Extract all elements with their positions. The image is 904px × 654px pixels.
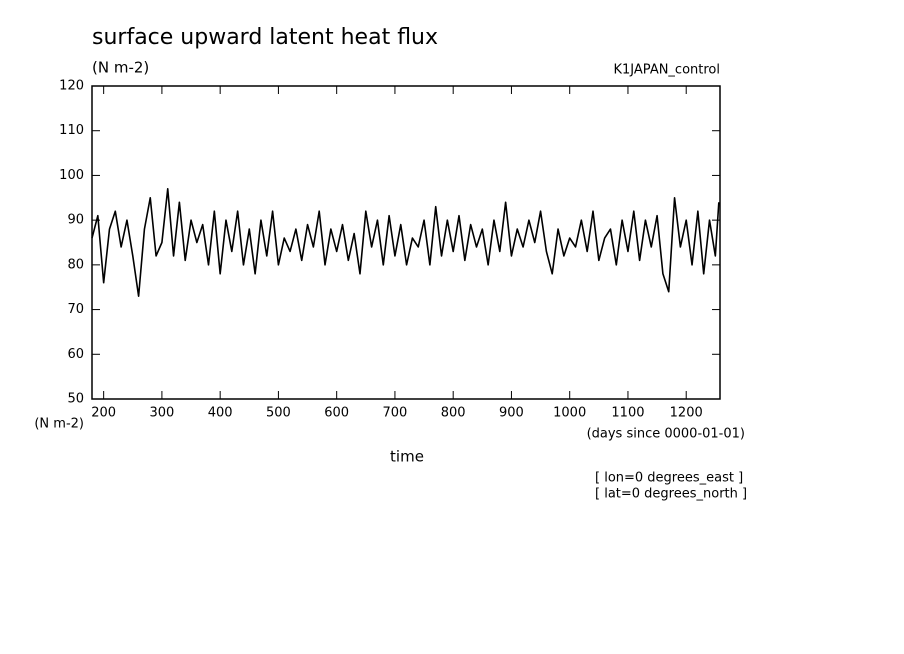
x-tick-label: 200	[91, 406, 116, 421]
x-tick-label: 700	[383, 406, 408, 421]
y-tick-label: 100	[59, 168, 84, 183]
annotation: K1JAPAN_control	[614, 63, 720, 78]
x-axis-label: time	[390, 448, 424, 466]
x-tick-label: 300	[149, 406, 174, 421]
x-units: (days since 0000-01-01)	[587, 427, 745, 442]
x-tick-label: 1000	[553, 406, 586, 421]
chart-title: surface upward latent heat flux	[92, 25, 438, 50]
note: [ lat=0 degrees_north ]	[595, 487, 747, 502]
x-tick-label: 1200	[670, 406, 703, 421]
y-axis-label: (N m-2)	[34, 417, 84, 432]
y-tick-label: 50	[67, 392, 84, 407]
x-tick-label: 1100	[611, 406, 644, 421]
data-line	[91, 188, 720, 297]
y-tick-label: 80	[67, 257, 84, 272]
y-tick-label: 90	[67, 213, 84, 228]
y-tick-label: 70	[67, 302, 84, 317]
note: [ lon=0 degrees_east ]	[595, 471, 743, 486]
y-tick-label: 110	[59, 123, 84, 138]
y-tick-label: 60	[67, 347, 84, 362]
plot-frame	[91, 85, 721, 400]
x-tick-label: 600	[324, 406, 349, 421]
x-tick-label: 800	[441, 406, 466, 421]
x-tick-label: 400	[208, 406, 233, 421]
chart-subtitle: (N m-2)	[92, 59, 149, 77]
y-tick-label: 120	[59, 79, 84, 94]
x-tick-label: 900	[499, 406, 524, 421]
x-tick-label: 500	[266, 406, 291, 421]
